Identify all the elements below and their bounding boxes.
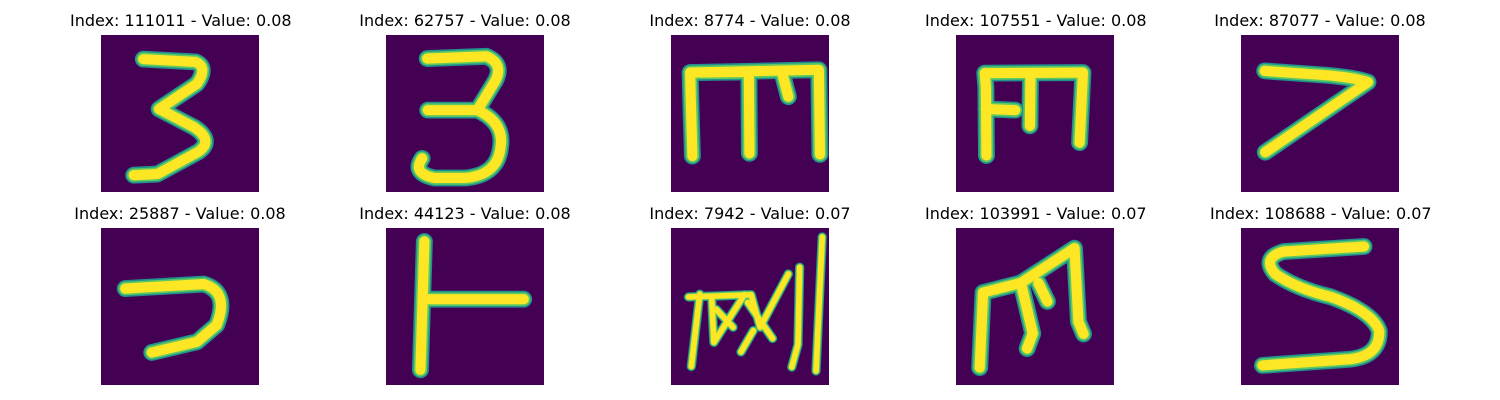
image-panel: Index: 25887 - Value: 0.08 [70,204,290,385]
panel-title: Index: 103991 - Value: 0.07 [925,204,1147,223]
character-image [956,228,1114,385]
glyph-stroke [1024,68,1036,131]
glyph-stroke [415,236,430,375]
panel-title: Index: 111011 - Value: 0.08 [70,11,292,30]
image-panel: Index: 44123 - Value: 0.08 [355,204,575,385]
panel-title: Index: 44123 - Value: 0.08 [359,204,571,223]
glyph-stroke [813,234,826,374]
image-background [101,228,259,385]
image-panel: Index: 87077 - Value: 0.08 [1210,11,1430,192]
glyph-stroke [1257,241,1385,371]
glyph-stroke [738,327,757,355]
image-panel: Index: 62757 - Value: 0.08 [355,11,575,192]
character-image [956,35,1114,192]
glyph-stroke [980,103,1021,116]
glyph-stroke [414,105,507,184]
glyph-stroke [974,243,1089,373]
glyph-stroke [1033,277,1053,307]
glyph-stroke [120,279,227,358]
glyph-stroke [688,291,703,370]
panel-title: Index: 8774 - Value: 0.08 [649,11,851,30]
glyph-stroke [1259,65,1374,158]
glyph-stroke [128,54,211,181]
character-image [101,228,259,385]
image-panel: Index: 107551 - Value: 0.08 [925,11,1147,192]
panel-title: Index: 25887 - Value: 0.08 [74,204,286,223]
image-panel: Index: 8774 - Value: 0.08 [640,11,860,192]
image-panel: Index: 111011 - Value: 0.08 [70,11,292,192]
panel-title: Index: 62757 - Value: 0.08 [359,11,571,30]
glyph-stroke [744,299,776,342]
glyph-stroke [422,51,504,116]
glyph-stroke [788,264,803,370]
glyph-stroke [685,66,755,159]
panel-title: Index: 108688 - Value: 0.07 [1210,204,1432,223]
character-image [386,228,544,385]
image-panel: Index: 7942 - Value: 0.07 [640,204,860,385]
character-image [101,35,259,192]
glyph-stroke [708,291,748,346]
glyph-stroke [713,306,736,331]
panel-title: Index: 87077 - Value: 0.08 [1214,11,1426,30]
panel-title: Index: 107551 - Value: 0.08 [925,11,1147,30]
panel-title: Index: 7942 - Value: 0.07 [649,204,851,223]
character-image [1241,228,1399,385]
glyph-stroke [1015,277,1038,354]
character-image [671,228,829,385]
glyph-stroke [776,65,794,102]
image-panel: Index: 108688 - Value: 0.07 [1210,204,1432,385]
image-panel: Index: 103991 - Value: 0.07 [925,204,1147,385]
character-image [671,35,829,192]
character-image [386,35,544,192]
character-image [1241,35,1399,192]
